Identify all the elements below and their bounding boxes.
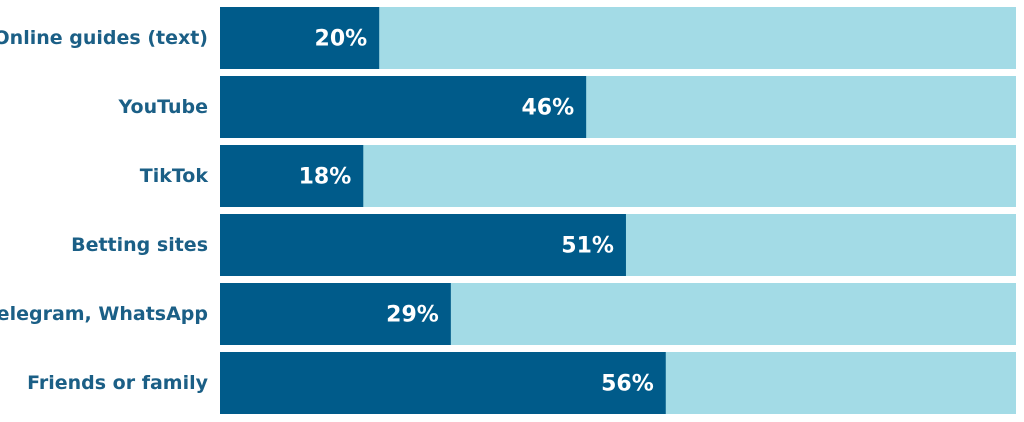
category-label: Telegram, WhatsApp (0, 303, 208, 325)
category-label: Betting sites (71, 234, 208, 256)
bar-row: Telegram, WhatsApp 29% (0, 283, 1016, 345)
value-label: 46% (521, 96, 574, 121)
bar (220, 76, 587, 138)
category-label: Online guides (text) (0, 27, 208, 49)
bar (220, 352, 666, 414)
value-label: 56% (601, 372, 654, 397)
bar (220, 145, 364, 207)
bar (220, 283, 451, 345)
category-label: Friends or family (27, 372, 209, 394)
bar-row: Betting sites 51% (71, 214, 1016, 276)
value-label: 18% (299, 165, 352, 190)
bar-row: Online guides (text) 20% (0, 7, 1016, 69)
bar (220, 7, 380, 69)
value-label: 20% (315, 27, 368, 52)
bar-row: YouTube 46% (118, 76, 1016, 138)
bar-row: Friends or family 56% (27, 352, 1016, 414)
value-label: 51% (561, 234, 614, 259)
category-label: TikTok (140, 165, 209, 187)
value-label: 29% (386, 303, 439, 328)
category-label: YouTube (118, 96, 208, 118)
bar-row: TikTok 18% (140, 145, 1016, 207)
bar (220, 214, 626, 276)
